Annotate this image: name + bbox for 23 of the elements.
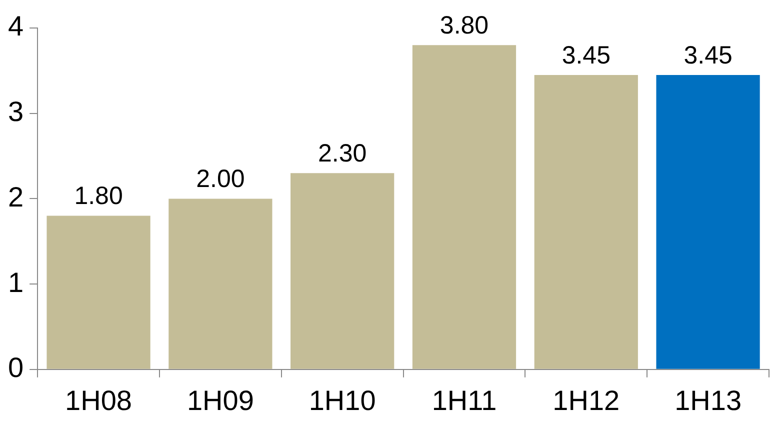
bar [412,45,516,369]
x-tick-label: 1H08 [65,384,132,416]
bar [290,173,394,369]
y-tick-label: 0 [8,352,24,384]
data-label: 2.00 [196,165,245,194]
y-tick-label: 4 [8,10,24,42]
data-label: 1.80 [74,182,123,210]
data-label: 3.45 [562,41,610,70]
x-tick-label: 1H10 [308,384,376,416]
x-tick-label: 1H09 [186,384,254,416]
y-tick-label: 1 [8,266,24,298]
data-label: 3.45 [684,41,732,70]
data-label: 3.80 [440,11,489,40]
x-tick-label: 1H13 [674,384,742,416]
data-label: 2.30 [318,139,367,168]
y-tick-label: 2 [8,181,24,212]
bar [168,198,272,369]
bar [46,216,150,369]
bar [656,74,760,369]
y-tick-label: 3 [8,96,24,128]
x-tick-label: 1H12 [552,384,620,416]
x-tick-label: 1H11 [432,384,497,416]
bar [534,74,638,369]
